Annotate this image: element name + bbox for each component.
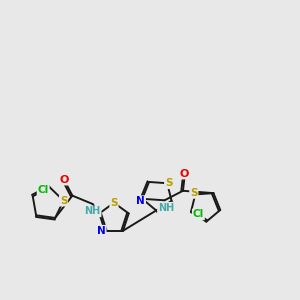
Text: O: O	[180, 169, 189, 178]
Text: O: O	[60, 175, 69, 184]
Text: S: S	[60, 196, 67, 206]
Text: Cl: Cl	[38, 185, 49, 195]
Text: N: N	[136, 196, 145, 206]
Text: Cl: Cl	[193, 209, 204, 219]
Text: S: S	[165, 178, 172, 188]
Text: S: S	[190, 188, 198, 198]
Text: NH: NH	[158, 203, 174, 213]
Text: N: N	[97, 226, 106, 236]
Text: NH: NH	[85, 206, 101, 216]
Text: S: S	[110, 198, 118, 208]
